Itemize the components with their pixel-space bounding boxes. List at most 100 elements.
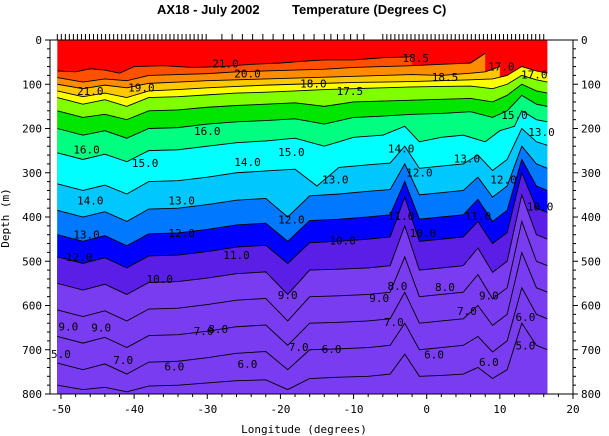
contour-label: 14.0 <box>388 143 415 156</box>
contour-label: 8.0 <box>435 281 455 294</box>
contour-label: 17.0 <box>521 68 548 81</box>
contour-label: 9.0 <box>91 322 111 335</box>
contour-label: 9.0 <box>58 321 78 334</box>
contour-label: 15.0 <box>501 109 528 122</box>
contour-label: 17.5 <box>337 85 364 98</box>
contour-label: 18.0 <box>300 77 327 90</box>
contour-label: 15.0 <box>132 157 159 170</box>
y-tick-label-left: 700 <box>22 344 42 357</box>
station-marks <box>56 34 545 40</box>
y-tick-label-right: 800 <box>581 388 601 401</box>
contour-line-21-0 <box>57 56 413 74</box>
contour-line-18-0 <box>57 66 548 98</box>
x-axis: -50 -40 -30 -20 -10 0 10 20 <box>51 394 580 416</box>
contour-label: 11.0 <box>465 210 492 223</box>
contour-label: 9.0 <box>479 290 499 303</box>
y-tick-label-left: 300 <box>22 167 42 180</box>
contour-label: 6.0 <box>479 356 499 369</box>
contour-label: 12.0 <box>406 167 433 180</box>
contour-label: 12.0 <box>168 227 195 240</box>
chart-title: AX18 - July 2002 <box>157 2 260 17</box>
contour-line-10-0 <box>57 171 548 269</box>
contour-label: 14.0 <box>77 195 104 208</box>
contour-label: 6.0 <box>238 358 258 371</box>
y-tick-label-right: 300 <box>581 167 601 180</box>
contour-line-15-0 <box>57 94 548 139</box>
contour-line-19-0 <box>57 66 501 90</box>
contour-line-9-0 <box>57 193 548 296</box>
band-fill-6-0 <box>57 287 548 394</box>
contour-label: 5.0 <box>516 340 536 353</box>
y-tick-label-left: 100 <box>22 78 42 91</box>
y-axis-label: Depth (m) <box>0 188 12 248</box>
contour-label: 20.0 <box>234 68 261 81</box>
contour-line-6-0 <box>57 286 548 375</box>
x-axis-label: Longitude (degrees) <box>241 423 367 436</box>
contour-line-20-0 <box>57 52 486 83</box>
contour-label: 12.0 <box>66 251 93 264</box>
x-tick-label: 20 <box>566 403 579 416</box>
x-tick-label: -50 <box>51 403 71 416</box>
contour-label: 19.0 <box>128 82 155 95</box>
contour-label: 7.0 <box>194 325 214 338</box>
contour-label: 7.0 <box>289 341 309 354</box>
contour-label: 13.0 <box>168 195 195 208</box>
contour-line-17-0 <box>57 74 548 107</box>
y-tick-label-left: 500 <box>22 255 42 268</box>
y-axis-right: 0 100 200 300 400 500 600 700 800 <box>573 34 601 401</box>
contour-label: 6.0 <box>424 349 444 362</box>
contour-label: 8.0 <box>208 323 228 336</box>
contour-label: 13.0 <box>322 174 349 187</box>
contour-label: 15.0 <box>278 146 305 159</box>
y-tick-label-left: 600 <box>22 300 42 313</box>
contour-label: 13.0 <box>528 126 555 139</box>
contour-label: 13.0 <box>73 229 100 242</box>
contour-label: 6.0 <box>516 311 536 324</box>
contour-label: 21.0 <box>212 57 239 70</box>
contour-line-12-0 <box>57 145 548 222</box>
y-axis-left: 0 100 200 300 400 500 600 700 800 <box>22 34 50 401</box>
contour-label: 13.0 <box>454 152 481 165</box>
contour-line-8-0 <box>57 219 548 322</box>
y-tick-label-right: 0 <box>581 34 588 47</box>
contour-label: 9.0 <box>369 292 389 305</box>
x-tick-label: 0 <box>423 403 430 416</box>
x-tick-label: 10 <box>493 403 506 416</box>
y-tick-label-right: 600 <box>581 300 601 313</box>
contour-line-7-0 <box>57 250 548 349</box>
contour-label: 21.0 <box>77 85 104 98</box>
contour-label: 11.0 <box>388 210 415 223</box>
y-tick-label-left: 200 <box>22 123 42 136</box>
x-tick-label: -40 <box>124 403 144 416</box>
plot-area: 21.021.020.019.018.518.518.017.517.017.0… <box>51 40 555 395</box>
contour-label: 17.0 <box>488 60 515 73</box>
x-tick-label: -20 <box>270 403 290 416</box>
contour-label: 7.0 <box>457 305 477 318</box>
contour-label: 10.0 <box>410 227 437 240</box>
contour-line-13-0 <box>57 127 548 195</box>
contour-label: 9.0 <box>278 289 298 302</box>
contour-label: 12.0 <box>278 214 305 227</box>
y-tick-label-right: 700 <box>581 344 601 357</box>
y-tick-label-left: 0 <box>35 34 42 47</box>
contour-label: 7.0 <box>384 316 404 329</box>
chart-subtitle: Temperature (Degrees C) <box>292 2 446 17</box>
contour-label: 11.0 <box>223 249 250 262</box>
contour-label: 12.0 <box>490 174 517 187</box>
contour-label: 6.0 <box>164 360 184 373</box>
contour-label: 7.0 <box>113 354 133 367</box>
contour-line-14-0 <box>57 110 548 163</box>
x-tick-label: -30 <box>197 403 217 416</box>
contour-label: 10.0 <box>527 200 554 213</box>
contour-label: 5.0 <box>51 348 71 361</box>
contour-label: 8.0 <box>388 280 408 293</box>
contour-label: 6.0 <box>322 343 342 356</box>
contour-line-11-0 <box>57 158 548 247</box>
contour-line-5-0 <box>57 322 548 393</box>
y-tick-label-left: 400 <box>22 211 42 224</box>
y-tick-label-right: 500 <box>581 255 601 268</box>
contour-label: 10.0 <box>329 234 356 247</box>
y-tick-label-right: 200 <box>581 123 601 136</box>
